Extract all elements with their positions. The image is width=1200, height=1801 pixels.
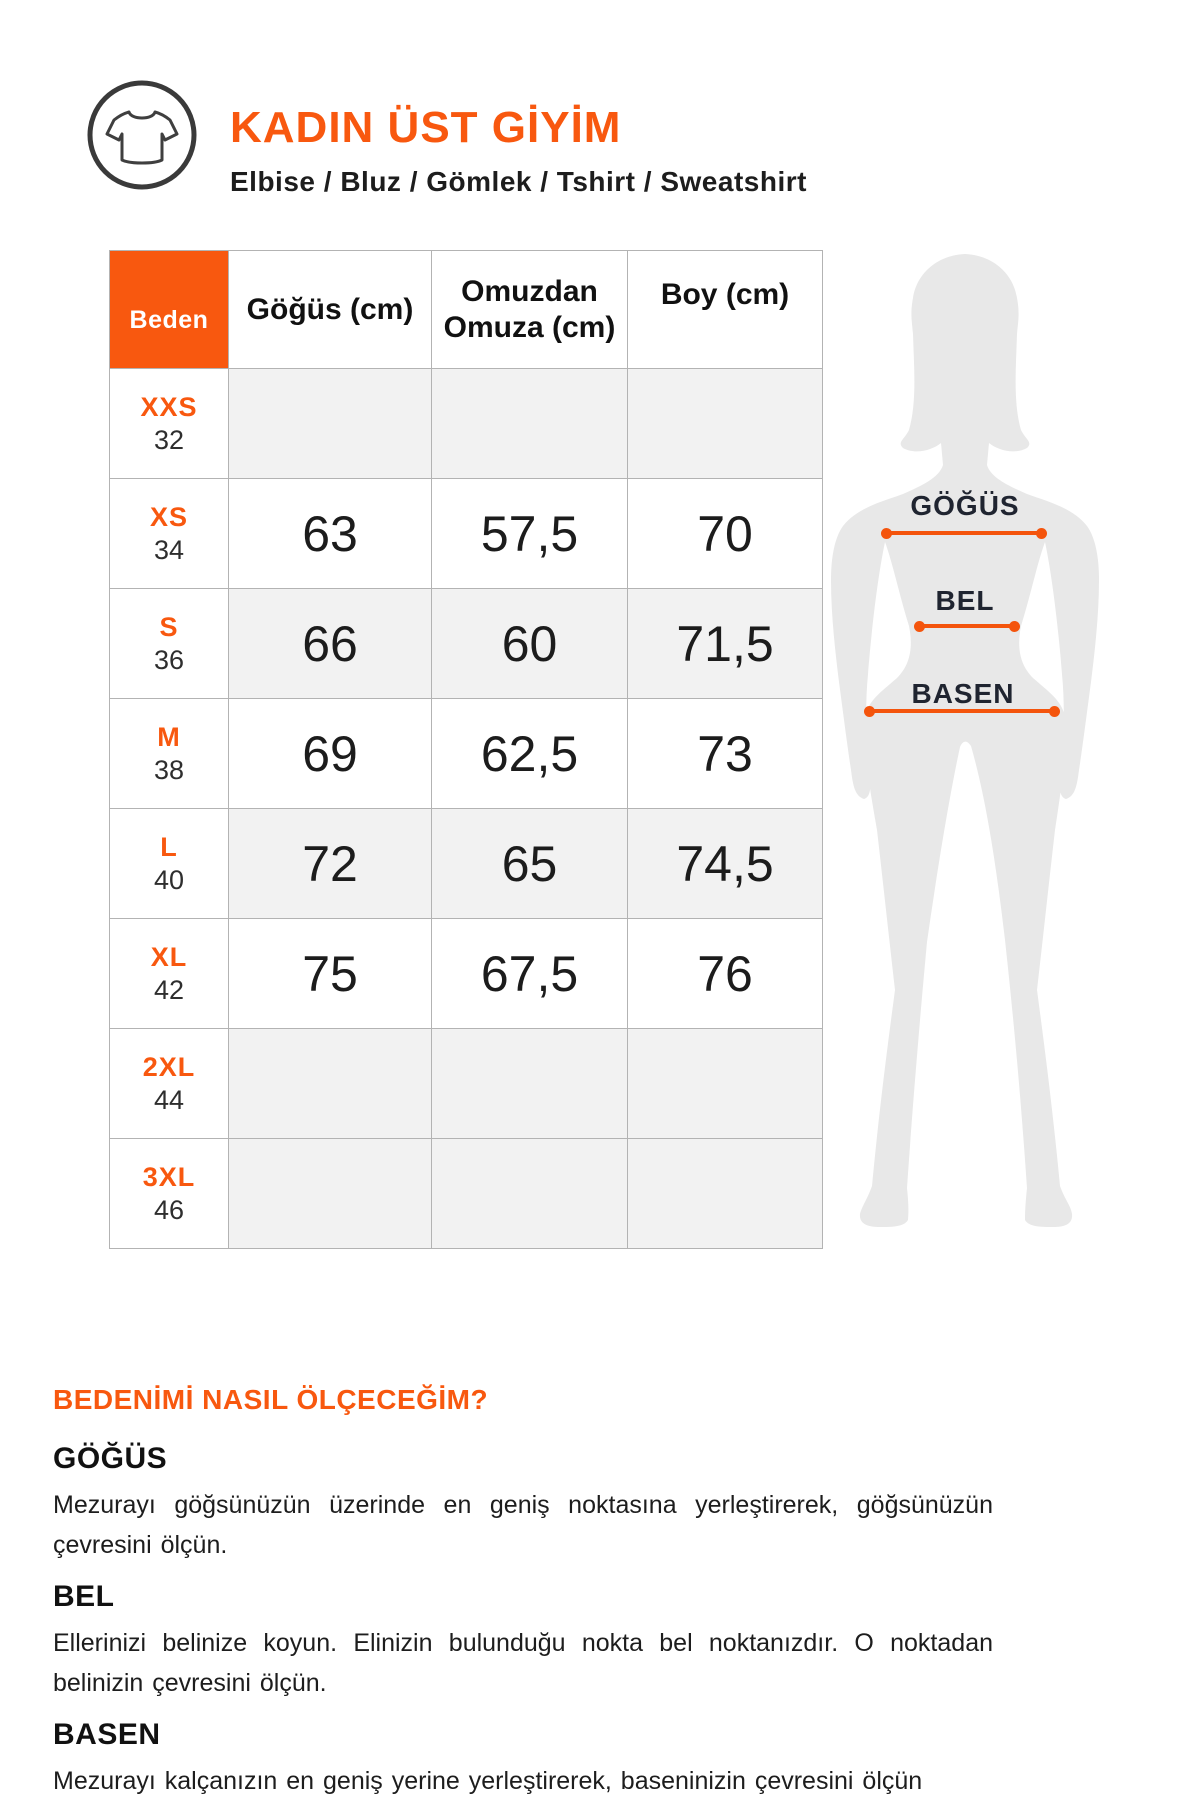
chest-value: [228, 1028, 432, 1139]
chest-value: [228, 1138, 432, 1249]
length-value: 70: [627, 478, 823, 589]
size-label: XS: [149, 501, 189, 532]
length-value: [627, 1138, 823, 1249]
column-header-beden: Beden: [109, 250, 229, 369]
shoulder-value: 60: [431, 588, 628, 699]
guide-heading-chest: GÖĞÜS: [53, 1442, 168, 1475]
table-row: S 36 66 60 71,5: [109, 588, 823, 699]
column-header-length: Boy (cm): [627, 250, 823, 369]
column-header-chest: Göğüs (cm): [228, 250, 432, 369]
chest-measure-label: GÖĞÜS: [910, 490, 1020, 521]
guide-heading-hip: BASEN: [53, 1718, 161, 1751]
chest-value: 66: [228, 588, 432, 699]
size-number: 36: [153, 644, 185, 675]
shoulder-value: 62,5: [431, 698, 628, 809]
table-row: L 40 72 65 74,5: [109, 808, 823, 919]
chest-value: 69: [228, 698, 432, 809]
size-cell: 3XL 46: [109, 1138, 229, 1249]
size-number: 38: [153, 754, 185, 785]
waist-measure-arrow: [914, 620, 1020, 632]
size-number: 34: [153, 534, 185, 565]
shoulder-value: 57,5: [431, 478, 628, 589]
table-row: 2XL 44: [109, 1028, 823, 1139]
size-cell: XXS 32: [109, 368, 229, 479]
length-value: [627, 368, 823, 479]
shoulder-value: 65: [431, 808, 628, 919]
page-title: KADIN ÜST GİYİM: [230, 103, 622, 152]
size-label: 3XL: [142, 1161, 196, 1192]
chest-value: [228, 368, 432, 479]
shoulder-value: [431, 1138, 628, 1249]
size-label: XL: [150, 941, 188, 972]
length-value: 74,5: [627, 808, 823, 919]
size-number: 44: [153, 1084, 185, 1115]
chest-value: 72: [228, 808, 432, 919]
table-row: 3XL 46: [109, 1138, 823, 1249]
chest-value: 63: [228, 478, 432, 589]
page-subtitle: Elbise / Bluz / Gömlek / Tshirt / Sweats…: [230, 166, 807, 197]
size-label: S: [159, 611, 179, 642]
size-cell: L 40: [109, 808, 229, 919]
female-body-silhouette: [831, 254, 1099, 1227]
size-label: L: [160, 831, 178, 862]
guide-heading-waist: BEL: [53, 1580, 115, 1613]
guide-text-waist: Ellerinizi belinize koyun. Elinizin bulu…: [53, 1629, 993, 1697]
table-header-row: Beden Göğüs (cm) Omuzdan Omuza (cm) Boy …: [109, 250, 823, 369]
length-value: 76: [627, 918, 823, 1029]
guide-text-chest: Mezurayı göğsünüzün üzerinde en geniş no…: [53, 1491, 993, 1559]
hip-measure-label: BASEN: [911, 678, 1015, 709]
size-cell: XS 34: [109, 478, 229, 589]
length-value: [627, 1028, 823, 1139]
size-number: 32: [153, 424, 185, 455]
chest-measure-arrow: [881, 527, 1047, 539]
size-number: 46: [153, 1194, 185, 1225]
length-value: 71,5: [627, 588, 823, 699]
size-table: Beden Göğüs (cm) Omuzdan Omuza (cm) Boy …: [109, 250, 823, 1249]
chest-value: 75: [228, 918, 432, 1029]
guide-text-hip: Mezurayı kalçanızın en geniş yerine yerl…: [53, 1767, 923, 1795]
size-number: 42: [153, 974, 185, 1005]
table-row: XS 34 63 57,5 70: [109, 478, 823, 589]
table-row: XL 42 75 67,5 76: [109, 918, 823, 1029]
size-number: 40: [153, 864, 185, 895]
column-header-shoulder: Omuzdan Omuza (cm): [431, 250, 628, 369]
measure-guide: BEDENİMİ NASIL ÖLÇECEĞİM? GÖĞÜS Mezurayı…: [53, 1383, 993, 1801]
size-cell: XL 42: [109, 918, 229, 1029]
shoulder-value: [431, 368, 628, 479]
waist-measure-label: BEL: [935, 585, 995, 616]
table-row: XXS 32: [109, 368, 823, 479]
hip-measure-arrow: [864, 705, 1060, 717]
table-row: M 38 69 62,5 73: [109, 698, 823, 809]
size-label: M: [157, 721, 181, 752]
size-cell: M 38: [109, 698, 229, 809]
tshirt-icon: [87, 80, 197, 190]
shoulder-value: [431, 1028, 628, 1139]
size-cell: S 36: [109, 588, 229, 699]
shoulder-value: 67,5: [431, 918, 628, 1029]
size-cell: 2XL 44: [109, 1028, 229, 1139]
measure-guide-title: BEDENİMİ NASIL ÖLÇECEĞİM?: [53, 1384, 489, 1415]
size-label: XXS: [140, 391, 198, 422]
length-value: 73: [627, 698, 823, 809]
size-label: 2XL: [142, 1051, 196, 1082]
